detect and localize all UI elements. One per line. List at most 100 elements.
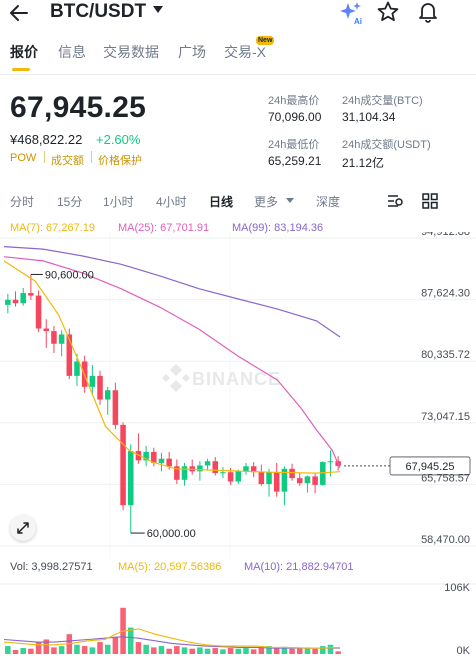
new-badge: New: [256, 36, 275, 45]
timeframe-15m[interactable]: 15分: [57, 195, 83, 209]
tag-volume[interactable]: 成交额: [51, 155, 84, 167]
last-price-tag-box: [389, 456, 471, 476]
ma99-line: [3, 246, 341, 338]
volume-bar: [289, 648, 295, 654]
back-arrow-icon[interactable]: [8, 2, 34, 24]
candle-body: [143, 451, 149, 461]
ma99-label: MA(99): 83,194.36: [232, 222, 324, 234]
pair-title[interactable]: BTC/USDT: [50, 1, 147, 22]
volume-axis-top-label: 106K: [444, 582, 470, 594]
volume-bar: [127, 627, 134, 654]
tag-price-protection[interactable]: 价格保护: [98, 155, 142, 167]
candle-body: [304, 476, 311, 484]
volume-bar: [166, 648, 172, 654]
y-axis-tick-label: 87,624.30: [421, 288, 470, 300]
volume-usdt-value: 21.12亿: [342, 156, 385, 170]
expand-chart-button[interactable]: [10, 515, 36, 541]
candle-body: [235, 471, 242, 482]
candle-body: [97, 375, 103, 400]
tab-trading-data[interactable]: 交易数据: [103, 44, 159, 60]
volume-bar: [304, 647, 311, 654]
volume-bar: [51, 647, 57, 654]
timeframe-4h[interactable]: 4小时: [156, 195, 187, 209]
volume-bar: [220, 649, 226, 654]
tag-pow[interactable]: POW: [10, 152, 37, 164]
tab-trade-x[interactable]: 交易-X: [224, 44, 266, 60]
timeframe-1d[interactable]: 日线: [209, 195, 234, 209]
candle-body: [227, 472, 234, 482]
volume-bar: [89, 647, 96, 654]
candle-body: [120, 424, 126, 506]
low-label: 24h最低价: [268, 139, 320, 151]
volume-bar: [158, 646, 165, 654]
volume-bar: [43, 639, 50, 654]
indicator-settings-icon[interactable]: [386, 192, 404, 210]
volume-chart: 106K 0K: [0, 582, 476, 656]
volume-bar: [312, 648, 318, 654]
volume-bar: [227, 648, 234, 654]
volume-bar: [204, 648, 211, 654]
cny-price: ¥468,822.22: [10, 132, 83, 147]
volume-bar: [320, 646, 326, 654]
chevron-down-icon[interactable]: [286, 198, 294, 203]
y-axis-tick-label: 73,047.15: [421, 411, 470, 423]
volume-bar: [151, 647, 157, 654]
ai-label: Ai: [354, 17, 362, 26]
candle-body: [58, 334, 65, 344]
volume-bar: [20, 648, 26, 654]
timeframe-depth[interactable]: 深度: [316, 195, 341, 209]
star-icon[interactable]: [376, 0, 400, 24]
volume-label: Vol: 3,998.27571: [10, 561, 93, 573]
volume-bar: [189, 648, 195, 654]
tag-divider: [44, 151, 45, 163]
bell-icon[interactable]: [416, 0, 440, 24]
candle-body: [296, 478, 303, 484]
expand-icon: [17, 522, 29, 534]
last-price-tag-label: 67,945.25: [406, 461, 455, 473]
candle-body: [212, 461, 219, 474]
candle-body: [204, 461, 211, 466]
candle-body: [112, 390, 119, 425]
volume-bar: [335, 651, 341, 654]
candle-body: [281, 468, 288, 492]
price-change-percent: +2.60%: [96, 132, 141, 147]
candle-body: [12, 299, 19, 304]
volume-bar: [97, 642, 103, 654]
tab-info[interactable]: 信息: [58, 44, 86, 60]
candle-body: [43, 328, 50, 332]
active-tab-indicator: [12, 68, 30, 71]
volume-bar: [104, 644, 111, 654]
top-bar: BTC/USDT Ai: [0, 0, 476, 34]
volume-ma5-label: MA(5): 20,597.56386: [118, 561, 222, 573]
volume-bar: [266, 646, 272, 654]
candlestick-chart[interactable]: BINANCE 90,600.00 60,000.00 67,945.25 94,9…: [0, 232, 476, 560]
ai-sparkle-icon[interactable]: Ai: [338, 0, 362, 26]
y-axis-tick-label: 58,470.00: [421, 534, 470, 546]
timeframe-more[interactable]: 更多: [254, 195, 279, 209]
volume-bar: [197, 647, 203, 654]
timeframe-line[interactable]: 分时: [10, 195, 35, 209]
divider: [0, 74, 476, 75]
volume-bar: [181, 647, 188, 654]
volume-bar: [35, 642, 42, 654]
tab-square[interactable]: 广场: [178, 44, 206, 60]
main-tabs: 报价 信息 交易数据 广场 交易-X New: [0, 36, 476, 71]
volume-bar: [143, 644, 149, 654]
binance-logo-icon: [162, 364, 190, 392]
volume-btc-label: 24h成交量(BTC): [342, 95, 423, 107]
tab-quote[interactable]: 报价: [10, 44, 38, 60]
volume-bar: [112, 636, 119, 654]
candle-body: [158, 458, 165, 463]
y-axis-tick-label: 94,912.88: [421, 232, 470, 238]
candle-body: [273, 472, 280, 492]
high-value: 70,096.00: [268, 110, 322, 124]
chevron-down-icon[interactable]: [153, 6, 163, 13]
candle-body: [312, 476, 318, 485]
volume-axis-bottom-label: 0K: [457, 645, 471, 656]
grid-layout-icon[interactable]: [421, 192, 439, 210]
timeframe-selector: 分时 15分 1小时 4小时 日线 更多 深度: [0, 188, 476, 214]
volume-bar: [250, 649, 257, 654]
volume-bar: [212, 648, 219, 654]
timeframe-1h[interactable]: 1小时: [103, 195, 134, 209]
y-axis-tick-label: 80,335.72: [421, 349, 470, 361]
